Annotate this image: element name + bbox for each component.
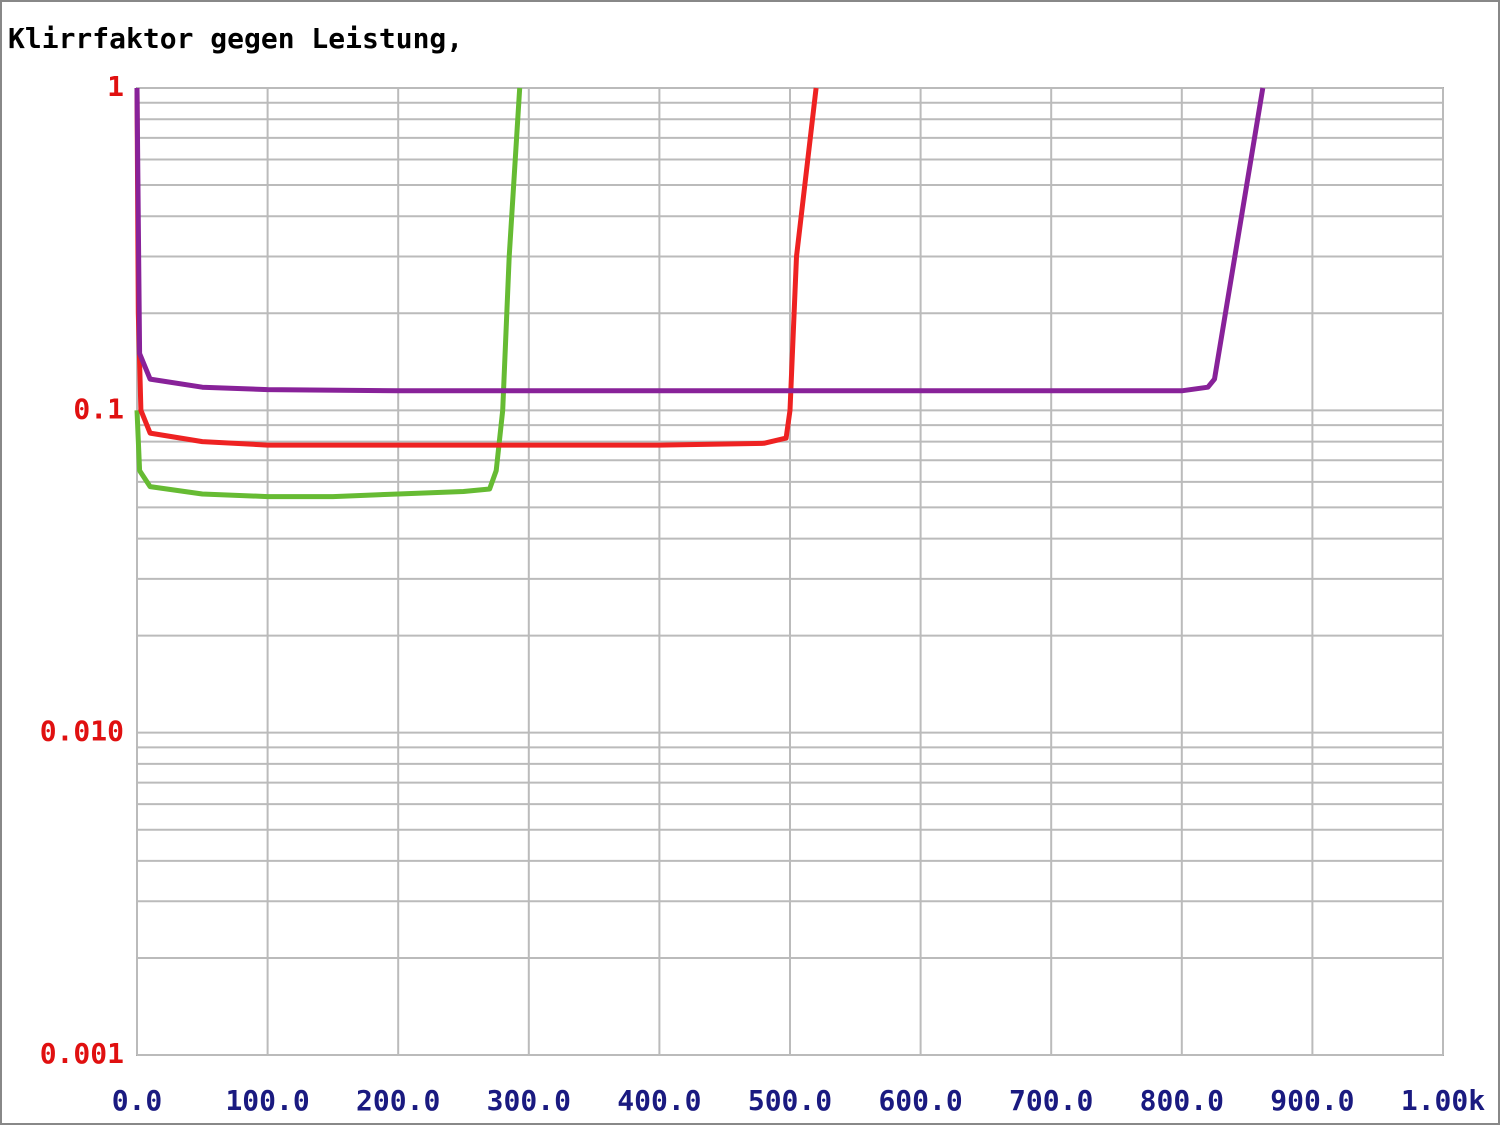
x-tick-label: 200.0 [356,1084,440,1117]
x-tick-label: 400.0 [617,1084,701,1117]
y-tick-label: 1 [107,70,124,103]
x-tick-label: 600.0 [878,1084,962,1117]
x-tick-label: 900.0 [1270,1084,1354,1117]
x-tick-label: 700.0 [1009,1084,1093,1117]
y-tick-label: 0.001 [40,1037,124,1070]
x-tick-label: 0.0 [112,1084,163,1117]
x-tick-label: 800.0 [1140,1084,1224,1117]
x-tick-label: 100.0 [225,1084,309,1117]
y-tick-label: 0.1 [73,392,124,425]
x-tick-label: 300.0 [487,1084,571,1117]
x-tick-label: 500.0 [748,1084,832,1117]
series-line [134,87,819,448]
series-line [134,87,1266,394]
chart-title: Klirrfaktor gegen Leistung, [8,22,463,55]
x-tick-label: 1.00k [1401,1084,1485,1117]
series-line [134,87,523,500]
y-tick-label: 0.010 [40,715,124,748]
